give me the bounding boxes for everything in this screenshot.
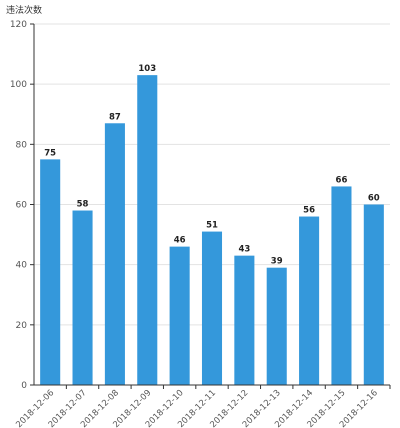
bar-value-label: 43 bbox=[238, 245, 250, 255]
y-tick-label: 100 bbox=[10, 80, 27, 90]
bar-value-label: 66 bbox=[336, 175, 348, 185]
bar-value-label: 51 bbox=[206, 221, 218, 231]
y-tick-label: 80 bbox=[16, 140, 28, 150]
y-ticks: 0 20 40 60 80 100 120 bbox=[10, 20, 34, 391]
bar bbox=[40, 159, 61, 385]
bar bbox=[234, 255, 255, 385]
bar bbox=[201, 231, 223, 385]
bar-value-label: 56 bbox=[303, 206, 315, 216]
bar bbox=[72, 210, 93, 385]
bar-value-label: 87 bbox=[109, 112, 121, 122]
bar-value-label: 103 bbox=[138, 64, 156, 74]
bar-value-label: 39 bbox=[271, 257, 283, 267]
y-tick-label: 20 bbox=[16, 321, 28, 331]
bar bbox=[266, 267, 287, 385]
bar bbox=[104, 123, 125, 386]
grid bbox=[34, 23, 390, 326]
bar-value-label: 46 bbox=[174, 236, 186, 246]
y-tick-label: 60 bbox=[16, 201, 28, 211]
bar bbox=[299, 216, 320, 385]
bar bbox=[363, 204, 384, 385]
y-tick-label: 0 bbox=[21, 381, 27, 391]
bar bbox=[331, 186, 352, 385]
y-tick-label: 120 bbox=[10, 20, 27, 30]
bar bbox=[137, 75, 158, 386]
data-labels: 75 58 87 103 46 51 43 39 56 66 60 bbox=[44, 64, 380, 267]
bar-value-label: 60 bbox=[368, 194, 380, 204]
bars bbox=[40, 75, 384, 386]
x-ticks: 2018-12-062018-12-072018-12-082018-12-09… bbox=[14, 385, 391, 428]
bar bbox=[169, 246, 190, 385]
bar-value-label: 75 bbox=[44, 148, 56, 158]
y-axis-title: 违法次数 bbox=[6, 4, 42, 16]
bar-value-label: 58 bbox=[77, 200, 89, 210]
y-tick-label: 40 bbox=[16, 261, 28, 271]
